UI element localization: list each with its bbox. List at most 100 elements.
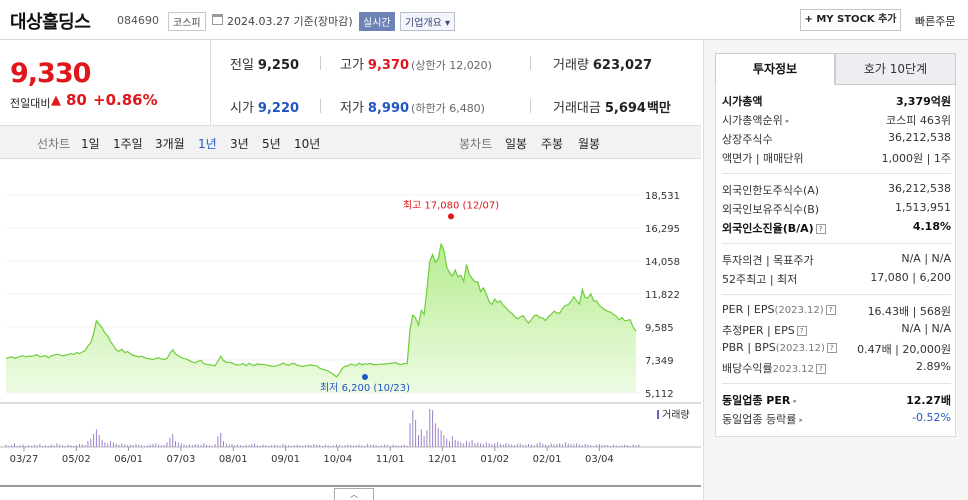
info-key: 동일업종 등락률 [722,413,797,426]
company-overview-dropdown[interactable]: 기업개요 ▾ [400,12,456,31]
info-row: 시가총액 3,379억원 [722,93,951,109]
info-value: 2.89% [916,360,951,373]
candle-chart-label[interactable]: 봉차트 [459,137,493,151]
info-row: 외국인보유주식수(B) 1,513,951 [722,201,951,217]
change-percent: +0.86% [93,91,158,109]
market-badge: 코스피 [168,12,206,31]
stat-amount: 거래대금 5,694백만 [553,97,671,116]
tab-period-3y[interactable]: 3년 [230,137,249,151]
info-key: 액면가 | 매매단위 [722,152,804,165]
line-chart-label[interactable]: 선차트 [37,137,71,151]
y-tick-label: 7,349 [645,356,674,367]
info-value: 36,212,538 [888,131,951,144]
volume-legend-swatch [657,410,659,419]
tab-orderbook-10[interactable]: 호가 10단계 [835,53,956,85]
lower-limit: (하한가 6,480) [411,102,485,115]
divider [722,383,951,384]
y-tick-label: 18,531 [645,191,680,202]
info-value: 1,513,951 [895,201,951,214]
info-key: 투자의견 | 목표주가 [722,254,814,267]
info-row: PER | EPS(2023.12)? 16.43배 | 568원 [722,303,951,318]
info-value: 4.18% [912,220,951,233]
y-tick-label: 9,585 [645,323,674,334]
x-tick-label: 05/02 [62,454,91,465]
info-row[interactable]: 동일업종 등락률 ▸ -0.52% [722,411,951,427]
help-icon[interactable]: ? [815,364,826,374]
info-row: PBR | BPS(2023.12)? 0.47배 | 20,000원 [722,341,951,356]
info-key: 외국인소진율(B/A) [722,222,814,235]
tab-period-1y[interactable]: 1년 [198,137,217,151]
info-value: N/A | N/A [901,322,951,335]
chevron-right-icon: ▸ [793,397,797,405]
info-key-sub: (2023.12) [775,343,825,354]
top-bar: 대상홀딩스 084690 코스피 2024.03.27 기준(장마감) 실시간 … [0,0,968,40]
info-row: 액면가 | 매매단위 1,000원 | 1주 [722,150,951,166]
divider [530,56,531,70]
info-key: 시가총액순위 [722,114,783,127]
info-row: 외국인한도주식수(A) 36,212,538 [722,182,951,198]
stat-value: 623,027 [592,58,653,73]
tab-period-10y[interactable]: 10년 [294,137,321,151]
tab-period-1d[interactable]: 1일 [81,137,100,151]
stock-name: 대상홀딩스 [10,12,91,33]
x-tick-label: 03/27 [10,454,39,465]
chevron-right-icon: ▸ [799,416,803,424]
info-row[interactable]: 시가총액순위 ▸ 코스피 463위 [722,112,951,128]
info-row: 외국인소진율(B/A)? 4.18% [722,220,951,236]
up-triangle-icon: ▲ [51,93,61,108]
change-label: 전일대비 [10,97,51,110]
stat-label: 거래대금 [553,101,601,116]
info-key: 추정PER | EPS [722,324,795,337]
stock-code: 084690 [117,14,159,27]
stat-label: 고가 [340,58,364,73]
divider [320,56,321,70]
help-icon[interactable]: ? [815,224,826,234]
tab-period-1w[interactable]: 1주일 [113,137,143,151]
price-line [5,242,637,378]
info-key: 배당수익률 [722,362,773,375]
info-row[interactable]: 동일업종 PER ▸ 12.27배 [722,392,951,408]
tab-period-3m[interactable]: 3개월 [155,137,185,151]
chart-tabs: 선차트 1일 1주일 3개월 1년 3년 5년 10년 봉차트 일봉 주봉 월봉 [0,126,701,159]
quick-order-link[interactable]: 빠른주문 [915,15,956,28]
y-tick-label: 16,295 [645,224,680,235]
x-tick-label: 06/01 [114,454,143,465]
help-icon[interactable]: ? [826,343,837,353]
info-key: 52주최고 | 최저 [722,273,798,286]
x-tick-label: 10/04 [323,454,352,465]
y-tick-label: 5,112 [645,389,674,400]
calendar-icon [212,14,223,25]
info-row: 상장주식수 36,212,538 [722,131,951,147]
my-stock-add-button[interactable]: + MY STOCK 추가 [800,9,901,31]
info-key: 외국인한도주식수(A) [722,184,820,197]
info-value: 0.47배 | 20,000원 [857,343,951,356]
volume-label: 거래량 [662,409,690,421]
chevron-up-icon[interactable]: ︿ [334,488,374,500]
change-value: 80 [66,91,87,109]
x-tick-label: 11/01 [376,454,405,465]
help-icon[interactable]: ? [825,305,836,315]
low-marker [362,373,368,380]
tab-invest-info[interactable]: 투자정보 [715,53,835,85]
info-value: 코스피 463위 [886,114,951,127]
x-tick-label: 03/04 [585,454,614,465]
info-key: 시가총액 [722,95,763,108]
info-value: 3,379억원 [895,95,951,108]
info-row: 배당수익률2023.12? 2.89% [722,360,951,376]
tab-period-5y[interactable]: 5년 [262,137,281,151]
x-tick-label: 02/01 [533,454,562,465]
tab-candle-daily[interactable]: 일봉 [505,137,528,151]
upper-limit: (상한가 12,020) [411,59,492,72]
realtime-badge[interactable]: 실시간 [359,12,395,31]
chart-svg[interactable]: 18,531 16,295 14,058 11,822 9,585 7,349 5,112 최… [0,160,701,488]
divider [722,294,951,295]
info-value: 16.43배 | 568원 [867,305,951,318]
help-icon[interactable]: ? [796,326,807,336]
date-text: 2024.03.27 기준(장마감) [227,15,353,28]
info-value: N/A | N/A [901,252,951,265]
price-chart[interactable]: 18,531 16,295 14,058 11,822 9,585 7,349 5,112 최… [0,160,701,500]
high-annotation: 최고 17,080 (12/07) [403,199,499,211]
tab-candle-monthly[interactable]: 월봉 [578,137,601,151]
tab-candle-weekly[interactable]: 주봉 [541,137,564,151]
stat-value: 9,370 [367,58,410,73]
